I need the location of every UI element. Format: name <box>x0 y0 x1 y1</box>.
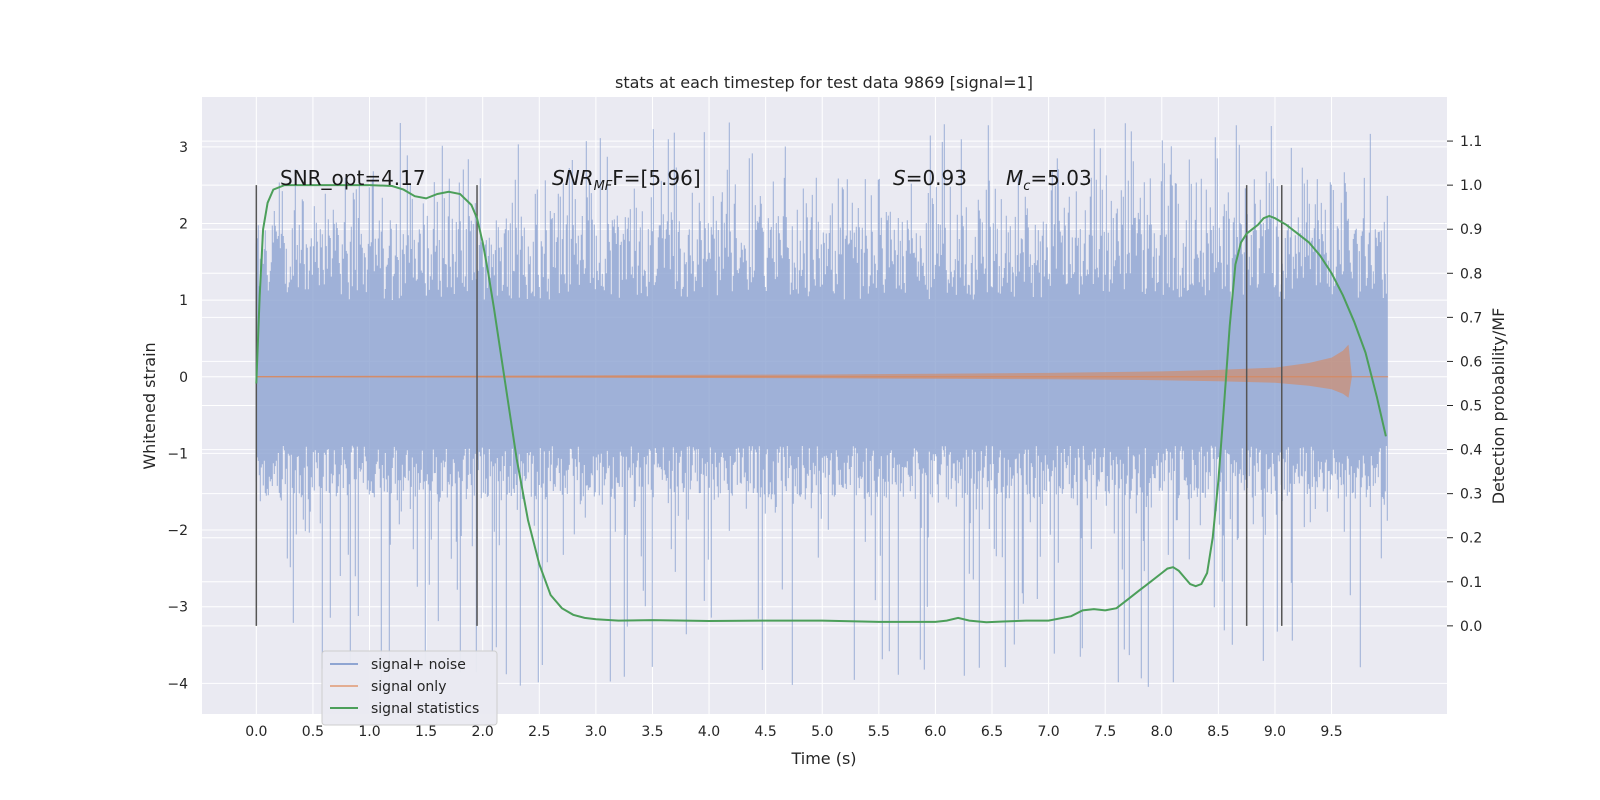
y2-tick-label: 0.8 <box>1460 266 1482 282</box>
tick-labels: 0.0 0.5 1.0 1.5 2.0 2.5 3.0 3.5 4.0 4.5 5.0 5.5 6.0 6… <box>167 134 1482 740</box>
x-tick-label: 2.5 <box>528 724 550 740</box>
x-tick-label: 4.5 <box>755 724 777 740</box>
x-tick-label: 8.5 <box>1207 724 1229 740</box>
y-tick-label: −4 <box>167 676 188 692</box>
annotation-snr-opt: SNR_opt=4.17 <box>280 166 426 190</box>
y2-tick-label: 0.9 <box>1460 222 1482 238</box>
y2-tick-label: 0.3 <box>1460 487 1482 503</box>
y2-tick-label: 1.0 <box>1460 178 1482 194</box>
annotation-snr-mf: SNRMFF=[5.96] <box>552 166 701 194</box>
x-tick-label: 0.5 <box>302 724 324 740</box>
x-tick-label: 8.0 <box>1151 724 1173 740</box>
x-tick-label: 6.5 <box>981 724 1003 740</box>
x-tick-label: 5.5 <box>868 724 890 740</box>
y-axis-label: Whitened strain <box>140 342 159 469</box>
x-tick-label: 6.0 <box>924 724 946 740</box>
y2-tick-label: 0.2 <box>1460 531 1482 547</box>
y2-tick-label: 0.6 <box>1460 354 1482 370</box>
y-tick-label: −2 <box>167 523 188 539</box>
y-tick-label: −3 <box>167 600 188 616</box>
y-tick-label: −1 <box>167 446 188 462</box>
x-tick-label: 4.0 <box>698 724 720 740</box>
legend: signal+ noise signal only signal statist… <box>321 650 498 726</box>
annotations: SNR_opt=4.17 SNRMFF=[5.96] S=0.93 Mc=5.0… <box>280 166 1092 194</box>
x-tick-label: 3.0 <box>585 724 607 740</box>
y-tick-label: 2 <box>179 216 188 232</box>
x-tick-label: 9.5 <box>1320 724 1342 740</box>
vertical-markers <box>255 185 1283 626</box>
signal-only-series <box>256 344 1389 398</box>
x-tick-label: 5.0 <box>811 724 833 740</box>
y-tick-label: 0 <box>179 370 188 386</box>
y2-tick-label: 0.0 <box>1460 619 1482 635</box>
x-tick-label: 1.5 <box>415 724 437 740</box>
x-tick-label: 9.0 <box>1264 724 1286 740</box>
signal-statistics-series <box>255 184 1387 624</box>
y2-tick-label: 0.1 <box>1460 575 1482 591</box>
legend-label-signal-only: signal only <box>371 679 446 695</box>
legend-label-statistics: signal statistics <box>371 701 479 717</box>
y2-axis-label: Detection probability/MF <box>1489 308 1508 505</box>
legend-box <box>321 650 498 726</box>
chart-title: stats at each timestep for test data 986… <box>615 73 1033 92</box>
annotation-mc: Mc=5.03 <box>1006 166 1092 194</box>
statistics-line <box>255 184 1387 624</box>
legend-label-noise: signal+ noise <box>371 657 466 673</box>
x-tick-label: 1.0 <box>358 724 380 740</box>
x-tick-label: 7.5 <box>1094 724 1116 740</box>
y-tick-label: 1 <box>179 293 188 309</box>
y-tick-label: 3 <box>179 140 188 156</box>
y2-tick-label: 1.1 <box>1460 134 1482 150</box>
x-tick-label: 0.0 <box>245 724 267 740</box>
annotation-s: S=0.93 <box>893 166 967 190</box>
x-tick-label: 3.5 <box>641 724 663 740</box>
x-tick-label: 7.0 <box>1037 724 1059 740</box>
x-axis-label: Time (s) <box>790 749 856 768</box>
y2-tick-label: 0.5 <box>1460 399 1482 415</box>
x-tick-label: 2.0 <box>472 724 494 740</box>
y2-tick-label: 0.7 <box>1460 310 1482 326</box>
y2-tick-label: 0.4 <box>1460 443 1482 459</box>
